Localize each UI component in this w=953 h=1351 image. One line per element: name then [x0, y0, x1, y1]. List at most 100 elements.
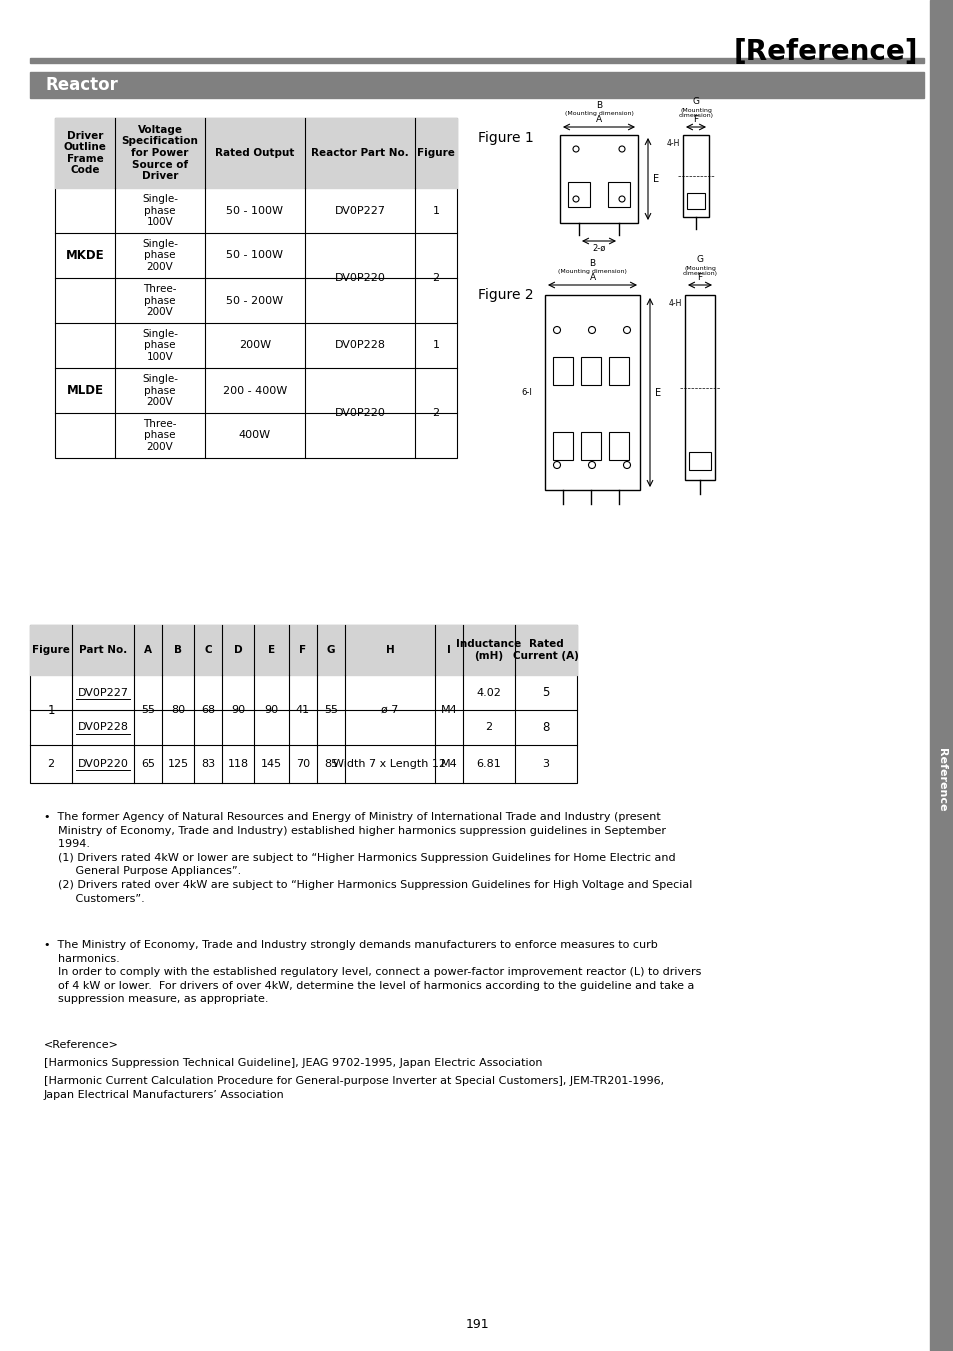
Text: <Reference>: <Reference>	[44, 1040, 119, 1050]
Text: 200W: 200W	[238, 340, 271, 350]
Bar	[580, 357, 600, 385]
Text: Three-
phase
200V: Three- phase 200V	[143, 419, 176, 453]
Text: Part No.: Part No.	[79, 644, 127, 655]
Text: E: E	[655, 388, 660, 397]
Text: M4: M4	[440, 705, 456, 715]
Text: F: F	[299, 644, 306, 655]
Text: 400W: 400W	[238, 431, 271, 440]
Text: 85: 85	[324, 759, 337, 769]
Text: 68: 68	[201, 705, 214, 715]
Text: [Harmonics Suppression Technical Guideline], JEAG 9702-1995, Japan Electric Asso: [Harmonics Suppression Technical Guideli…	[44, 1058, 542, 1069]
Text: Inductance
(mH): Inductance (mH)	[456, 639, 521, 661]
Text: (Mounting
dimension): (Mounting dimension)	[681, 266, 717, 277]
Text: Figure 2: Figure 2	[477, 288, 533, 303]
Bar	[544, 295, 639, 490]
Text: 125: 125	[168, 759, 189, 769]
Text: 4-H: 4-H	[665, 139, 679, 147]
Text: 1: 1	[432, 340, 439, 350]
Bar	[682, 135, 708, 218]
Text: 3: 3	[542, 759, 549, 769]
Text: 80: 80	[171, 705, 185, 715]
Text: ø 7: ø 7	[381, 705, 398, 715]
Bar	[608, 357, 628, 385]
Text: 8: 8	[541, 721, 549, 734]
Text: 50 - 100W: 50 - 100W	[226, 205, 283, 216]
Text: [Reference]: [Reference]	[733, 38, 917, 66]
Text: 4-H: 4-H	[668, 299, 681, 308]
Text: DV0P228: DV0P228	[77, 723, 129, 732]
Bar	[607, 182, 629, 207]
Text: 50 - 200W: 50 - 200W	[226, 296, 283, 305]
Text: Reactor Part No.: Reactor Part No.	[311, 149, 409, 158]
Text: 2: 2	[432, 273, 439, 282]
Text: 191: 191	[465, 1319, 488, 1332]
Text: Width 7 x Length 12: Width 7 x Length 12	[334, 759, 446, 769]
Text: 50 - 100W: 50 - 100W	[226, 250, 283, 261]
Text: 145: 145	[261, 759, 282, 769]
Text: (Mounting dimension): (Mounting dimension)	[558, 269, 626, 273]
Text: Reference: Reference	[936, 748, 946, 812]
Text: •  The Ministry of Economy, Trade and Industry strongly demands manufacturers to: • The Ministry of Economy, Trade and Ind…	[44, 940, 700, 1004]
Text: •  The former Agency of Natural Resources and Energy of Ministry of Internationa: • The former Agency of Natural Resources…	[44, 812, 692, 904]
Text: Three-
phase
200V: Three- phase 200V	[143, 284, 176, 317]
Bar	[30, 72, 923, 99]
Text: A: A	[144, 644, 152, 655]
Bar	[686, 193, 704, 209]
Text: 1: 1	[48, 704, 54, 716]
Text: MLDE: MLDE	[67, 384, 103, 397]
Text: H: H	[385, 644, 394, 655]
Text: DV0P227: DV0P227	[335, 205, 385, 216]
Text: DV0P227: DV0P227	[77, 688, 129, 697]
Bar	[55, 118, 456, 188]
Text: Voltage
Specification
for Power
Source of
Driver: Voltage Specification for Power Source o…	[121, 124, 198, 181]
Text: DV0P220: DV0P220	[335, 408, 385, 417]
Text: Reactor: Reactor	[46, 76, 119, 95]
Bar	[567, 182, 589, 207]
Bar	[553, 432, 573, 459]
Text: E: E	[652, 174, 659, 184]
Text: G: G	[692, 97, 699, 107]
Bar	[553, 357, 573, 385]
Bar	[608, 432, 628, 459]
Text: (Mounting
dimension): (Mounting dimension)	[678, 108, 713, 119]
Text: B: B	[173, 644, 182, 655]
Text: 1: 1	[432, 205, 439, 216]
Text: F: F	[697, 273, 701, 282]
Text: Rated
Current (A): Rated Current (A)	[513, 639, 578, 661]
Text: G: G	[327, 644, 335, 655]
Text: 6.81: 6.81	[476, 759, 501, 769]
Text: DV0P228: DV0P228	[335, 340, 385, 350]
Text: B: B	[596, 100, 601, 109]
Text: D: D	[233, 644, 242, 655]
Text: Single-
phase
100V: Single- phase 100V	[142, 195, 178, 227]
Text: 118: 118	[227, 759, 249, 769]
Text: Rated Output: Rated Output	[215, 149, 294, 158]
Bar	[580, 432, 600, 459]
Text: Single-
phase
200V: Single- phase 200V	[142, 374, 178, 407]
Text: 2: 2	[485, 723, 492, 732]
Text: Single-
phase
200V: Single- phase 200V	[142, 239, 178, 272]
Text: Driver
Outline
Frame
Code: Driver Outline Frame Code	[64, 131, 107, 176]
Text: E: E	[268, 644, 274, 655]
Bar	[688, 453, 710, 470]
Text: B: B	[589, 258, 595, 267]
Text: A: A	[589, 273, 595, 282]
Text: Single-
phase
100V: Single- phase 100V	[142, 328, 178, 362]
Text: 41: 41	[295, 705, 310, 715]
Bar	[559, 135, 638, 223]
Bar	[684, 295, 714, 480]
Text: 70: 70	[295, 759, 310, 769]
Bar	[30, 626, 577, 784]
Bar	[30, 58, 923, 63]
Text: C: C	[204, 644, 212, 655]
Text: I: I	[447, 644, 451, 655]
Text: 5: 5	[541, 686, 549, 698]
Text: Figure: Figure	[32, 644, 70, 655]
Text: Figure: Figure	[416, 149, 455, 158]
Text: 65: 65	[141, 759, 154, 769]
Text: 4.02: 4.02	[476, 688, 501, 697]
Text: 200 - 400W: 200 - 400W	[223, 385, 287, 396]
Text: 90: 90	[264, 705, 278, 715]
Text: 90: 90	[231, 705, 245, 715]
Text: G: G	[696, 255, 702, 265]
